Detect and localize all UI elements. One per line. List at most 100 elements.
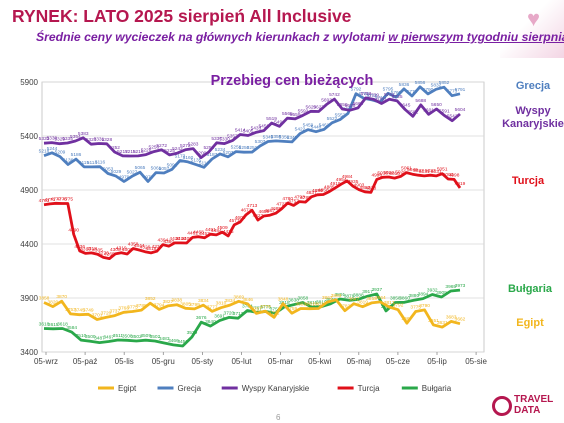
data-label: 3852 [145,296,156,302]
data-label: 5242 [172,146,183,152]
data-label: 5160 [183,155,194,161]
data-label: 5031 [419,169,430,175]
series-line-wyspy-kanaryjskie [43,96,461,160]
data-label: 3745 [74,308,85,314]
data-label: 5057 [159,166,170,172]
data-label: 5051 [437,167,448,173]
data-label: 3965 [445,284,456,290]
data-label: 4380 [163,239,174,245]
data-label: 5187 [207,152,218,158]
data-label: 4468 [193,230,204,236]
data-label: 3848 [278,297,289,303]
data-label: 5459 [303,123,314,129]
data-label: 5252 [203,145,214,151]
data-label: 5713 [375,95,386,101]
data-label: 4604 [235,215,246,221]
x-tick-label: 05-sie [465,357,487,366]
x-tick-label: 05-gru [152,357,175,366]
data-label: 5760 [391,90,402,96]
data-label: 3879 [344,293,355,299]
data-label: 3508 [122,333,133,339]
data-label: 5627 [313,104,324,110]
data-label: 4265 [104,252,115,258]
data-label: 5046 [407,167,418,173]
data-label: 3757 [251,306,262,312]
data-label: 3815 [307,300,318,306]
data-label: 5256 [149,145,160,151]
data-label: 5795 [383,86,394,92]
data-label: 5734 [367,93,378,99]
x-tick-label: 05-maj [347,357,372,366]
data-label: 3779 [260,304,271,310]
data-label: 5283 [188,142,199,148]
data-label: 5031 [431,169,442,175]
data-label: 5333 [39,136,50,142]
y-tick-label: 3900 [20,294,38,303]
data-label: 5629 [306,104,317,110]
data-label: 3803 [295,301,306,307]
data-label: 3775 [261,305,272,311]
legend-label: Bułgaria [422,384,452,393]
data-label: 3618 [57,321,68,327]
data-label: 4771 [45,197,56,203]
x-tick-label: 05-lip [427,357,447,366]
data-label: 4622 [253,213,264,219]
data-label: 5405 [243,128,254,134]
data-label: 5256 [231,145,242,151]
data-label: 3720 [101,310,112,316]
data-label: 3497 [103,335,114,341]
data-label: 3870 [56,294,67,300]
y-tick-label: 3400 [20,348,38,357]
data-label: 3819 [316,300,327,306]
chart-title: Przebieg cen bieżących [211,73,374,89]
data-label: 4336 [74,244,85,250]
data-label: 3880 [408,293,419,299]
data-label: 5065 [135,165,146,171]
data-label: 5200 [196,151,207,157]
data-label: 3509 [140,333,151,339]
data-label: 5742 [329,92,340,98]
data-label: 5114 [87,160,98,166]
data-label: 3827 [163,299,174,305]
data-label: 3820 [48,300,59,306]
data-label: 5216 [133,149,144,155]
data-label: 5252 [109,145,120,151]
series-end-label: Wyspy [515,105,551,117]
legend-label: Grecja [178,384,202,393]
data-label: 4490 [68,227,79,233]
data-label: 4763 [39,198,50,204]
data-label: 5741 [384,92,395,98]
data-label: 4313 [80,246,91,252]
data-label: 5650 [337,102,348,108]
series-line-grecja [43,85,461,183]
data-label: 5018 [377,170,388,176]
data-label: 4305 [92,247,103,253]
data-label: 3932 [427,288,438,294]
logo-text-travel: TRAVEL [514,394,554,405]
data-label: 4659 [259,209,270,215]
series-line-egipt [43,298,461,329]
logo-circle-icon [492,396,512,416]
data-label: 4461 [187,230,198,236]
data-label: 5330 [219,137,230,143]
data-label: 3790 [419,303,430,309]
data-label: 3775 [127,305,138,311]
data-label: 4757 [288,198,299,204]
x-tick-label: 05-wrz [34,357,58,366]
data-label: 5440 [311,125,322,131]
data-label: 5331 [94,136,105,142]
data-label: 3511 [113,333,124,339]
data-label: 5218 [39,149,50,155]
data-label: 3777 [207,304,218,310]
data-label: 3502 [150,334,161,340]
data-label: 3713 [233,311,244,317]
data-label: 5832 [431,82,442,88]
data-label: 4979 [119,174,130,180]
legend-label: Egipt [118,384,137,393]
data-label: 3456 [177,339,188,345]
travel-data-logo: TRAVEL DATA [492,392,562,422]
data-label: 3817 [384,300,395,306]
series-end-label: Grecja [516,80,551,92]
